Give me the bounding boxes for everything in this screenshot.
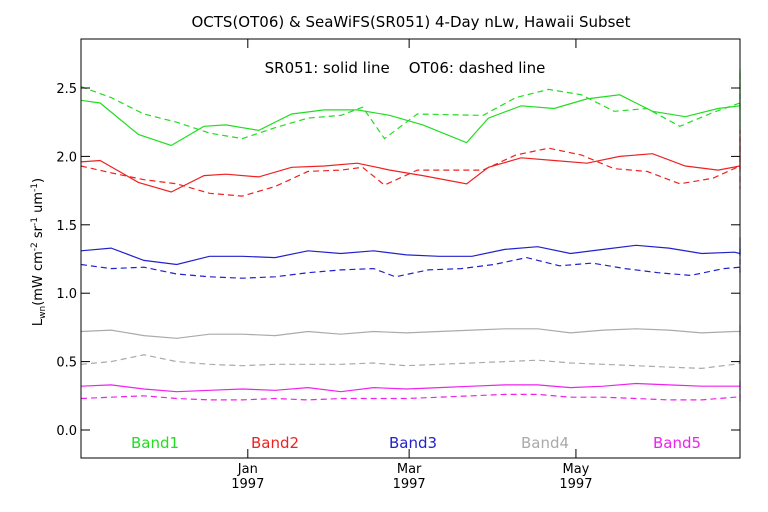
y-axis-label: Lwn(mW cm-2 sr-1 um-1)	[30, 178, 48, 326]
y-tick-label: 0.0	[56, 424, 77, 439]
y-tick-label: 1.0	[56, 287, 77, 302]
legend-entry-band5: Band5	[653, 434, 701, 452]
band1-ot06-dashed-line	[80, 68, 741, 140]
band2-sr051-solid-line	[80, 137, 741, 193]
series-layer	[80, 68, 741, 402]
x-tick-label-year: 1997	[559, 477, 592, 492]
band4-ot06-dashed-line	[80, 354, 741, 370]
x-tick-label-month: Jan	[237, 462, 258, 477]
y-tick-label: 2.5	[56, 82, 77, 97]
plot-frame	[80, 38, 741, 459]
y-axis-label-um: um	[31, 192, 46, 217]
band5-sr051-solid-line	[80, 380, 741, 393]
legend-entry-band3: Band3	[389, 434, 437, 452]
legend: Band1 Band2 Band3 Band4 Band5	[131, 434, 701, 452]
band5-ot06-dashed-line	[80, 393, 741, 402]
x-tick-label-year: 1997	[231, 477, 264, 492]
y-axis-label-units: (mW cm	[31, 251, 46, 306]
y-tick-label: 0.5	[56, 356, 77, 371]
y-axis-label-sr: sr	[31, 225, 46, 242]
y-axis-label-subscript: wn	[38, 306, 48, 319]
y-axis-label-sup2: -1	[30, 217, 40, 226]
chart-title: OCTS(OT06) & SeaWiFS(SR051) 4-Day nLw, H…	[191, 13, 630, 31]
band1-sr051-solid-line	[80, 73, 741, 147]
y-tick-label: 2.0	[56, 150, 77, 165]
y-axis-label-close: )	[31, 178, 46, 183]
y-axis: 0.0 0.5 1.0 1.5 2.0 2.5	[56, 82, 740, 439]
y-axis-label-sup3: -1	[30, 183, 40, 192]
y-axis-label-sup1: -2	[30, 242, 40, 251]
legend-entry-band1: Band1	[131, 434, 179, 452]
band4-sr051-solid-line	[80, 324, 741, 339]
y-tick-label: 1.5	[56, 219, 77, 234]
x-tick-label-month: Mar	[397, 462, 422, 477]
x-tick-label-year: 1997	[393, 477, 426, 492]
band3-sr051-solid-line	[80, 237, 741, 266]
legend-entry-band2: Band2	[251, 434, 299, 452]
band3-ot06-dashed-line	[80, 246, 741, 279]
x-tick-label-month: May	[562, 462, 589, 477]
y-axis-label-symbol: L	[31, 318, 46, 326]
legend-entry-band4: Band4	[521, 434, 569, 452]
line-style-annotation: SR051: solid line OT06: dashed line	[265, 59, 546, 77]
